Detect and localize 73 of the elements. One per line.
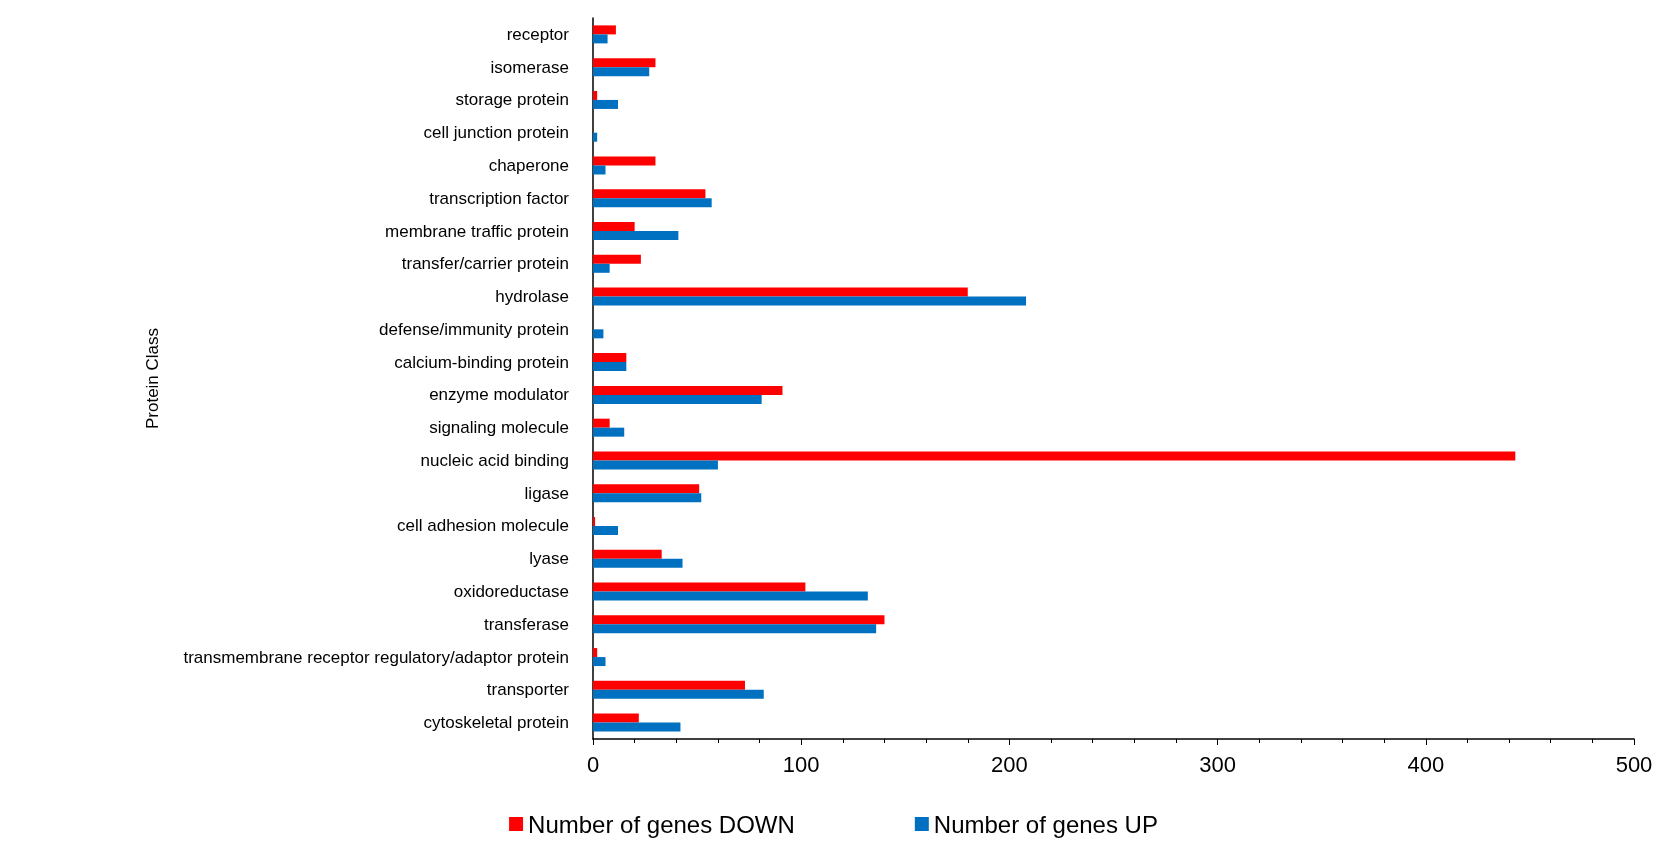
y-tick-label: nucleic acid binding [420,450,569,470]
bar [593,67,650,77]
bar [593,648,598,658]
bar [593,287,968,297]
bar [593,418,610,428]
y-tick-label: hydrolase [495,287,569,307]
bar [593,689,764,699]
bar [593,34,608,44]
x-tick-label: 0 [586,751,600,777]
bar [593,189,706,199]
bar [593,713,639,723]
y-tick-label: transferase [483,614,569,634]
bar [593,615,885,625]
bar [593,591,868,601]
y-axis-title: Protein Class [143,327,162,430]
y-tick-label: cell adhesion molecule [397,516,569,536]
y-tick-label: enzyme modulator [429,385,570,405]
bar [593,231,679,241]
y-tick-label: calcium-binding protein [394,352,569,372]
bar [593,451,1516,461]
y-tick-label: membrane traffic protein [385,221,569,241]
y-tick-label: defense/immunity protein [379,319,569,339]
bar [593,362,627,372]
legend-label: Number of genes UP [933,810,1158,838]
bar [593,254,641,264]
x-tick-label: 200 [991,751,1028,777]
y-tick-label: storage protein [455,90,569,110]
bar [593,156,656,166]
y-tick-label: receptor [506,24,570,44]
bar [593,460,718,470]
bar [593,296,1027,306]
bar [593,680,745,690]
y-tick-label: cytoskeletal protein [423,713,569,733]
y-tick-label: transfer/carrier protein [401,254,569,274]
bar [593,99,618,109]
bar [593,385,783,395]
bar [593,624,877,634]
bar [593,493,702,503]
y-tick-label: transmembrane receptor regulatory/adaptor protein [183,647,569,667]
bar [593,90,598,100]
bar [593,222,635,232]
bar [593,353,627,363]
y-tick-label: lyase [529,549,569,569]
bar [593,58,656,68]
y-tick-label: chaperone [488,155,569,175]
bar [593,198,712,208]
bar [593,263,610,273]
bar [593,165,606,175]
bar [593,132,598,142]
y-tick-label: transcription factor [429,188,570,208]
y-tick-label: oxidoreductase [453,582,569,602]
x-tick-label: 500 [1615,751,1653,777]
bar [593,657,606,667]
bar [593,427,625,437]
bar [593,484,700,494]
bar [593,549,662,559]
x-tick-label: 400 [1407,751,1445,777]
y-tick-label: ligase [524,483,569,503]
y-tick-label: cell junction protein [423,123,569,143]
bar [593,394,762,404]
x-tick-label: 100 [782,751,820,777]
bar [593,722,681,732]
y-tick-label: isomerase [490,57,569,77]
bar [593,558,683,568]
x-tick-label: 300 [1199,751,1236,777]
y-tick-label: signaling molecule [429,418,569,438]
bar [593,25,616,35]
bar [593,516,596,526]
bar [593,582,806,592]
bar [593,329,604,339]
y-tick-label: transporter [486,680,570,700]
legend-label: Number of genes DOWN [528,810,795,838]
bar [593,525,618,535]
